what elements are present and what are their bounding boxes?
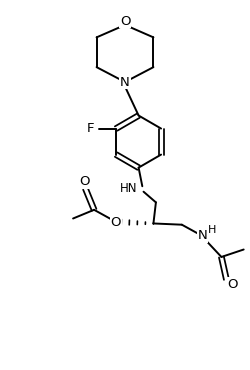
Text: F: F [86, 122, 94, 135]
Text: H: H [208, 225, 216, 235]
Text: O: O [110, 216, 121, 229]
Text: N: N [198, 229, 208, 242]
Text: HN: HN [120, 182, 138, 195]
Text: O: O [79, 175, 90, 188]
Text: O: O [120, 15, 130, 28]
Text: N: N [120, 75, 130, 88]
Text: O: O [227, 278, 238, 291]
